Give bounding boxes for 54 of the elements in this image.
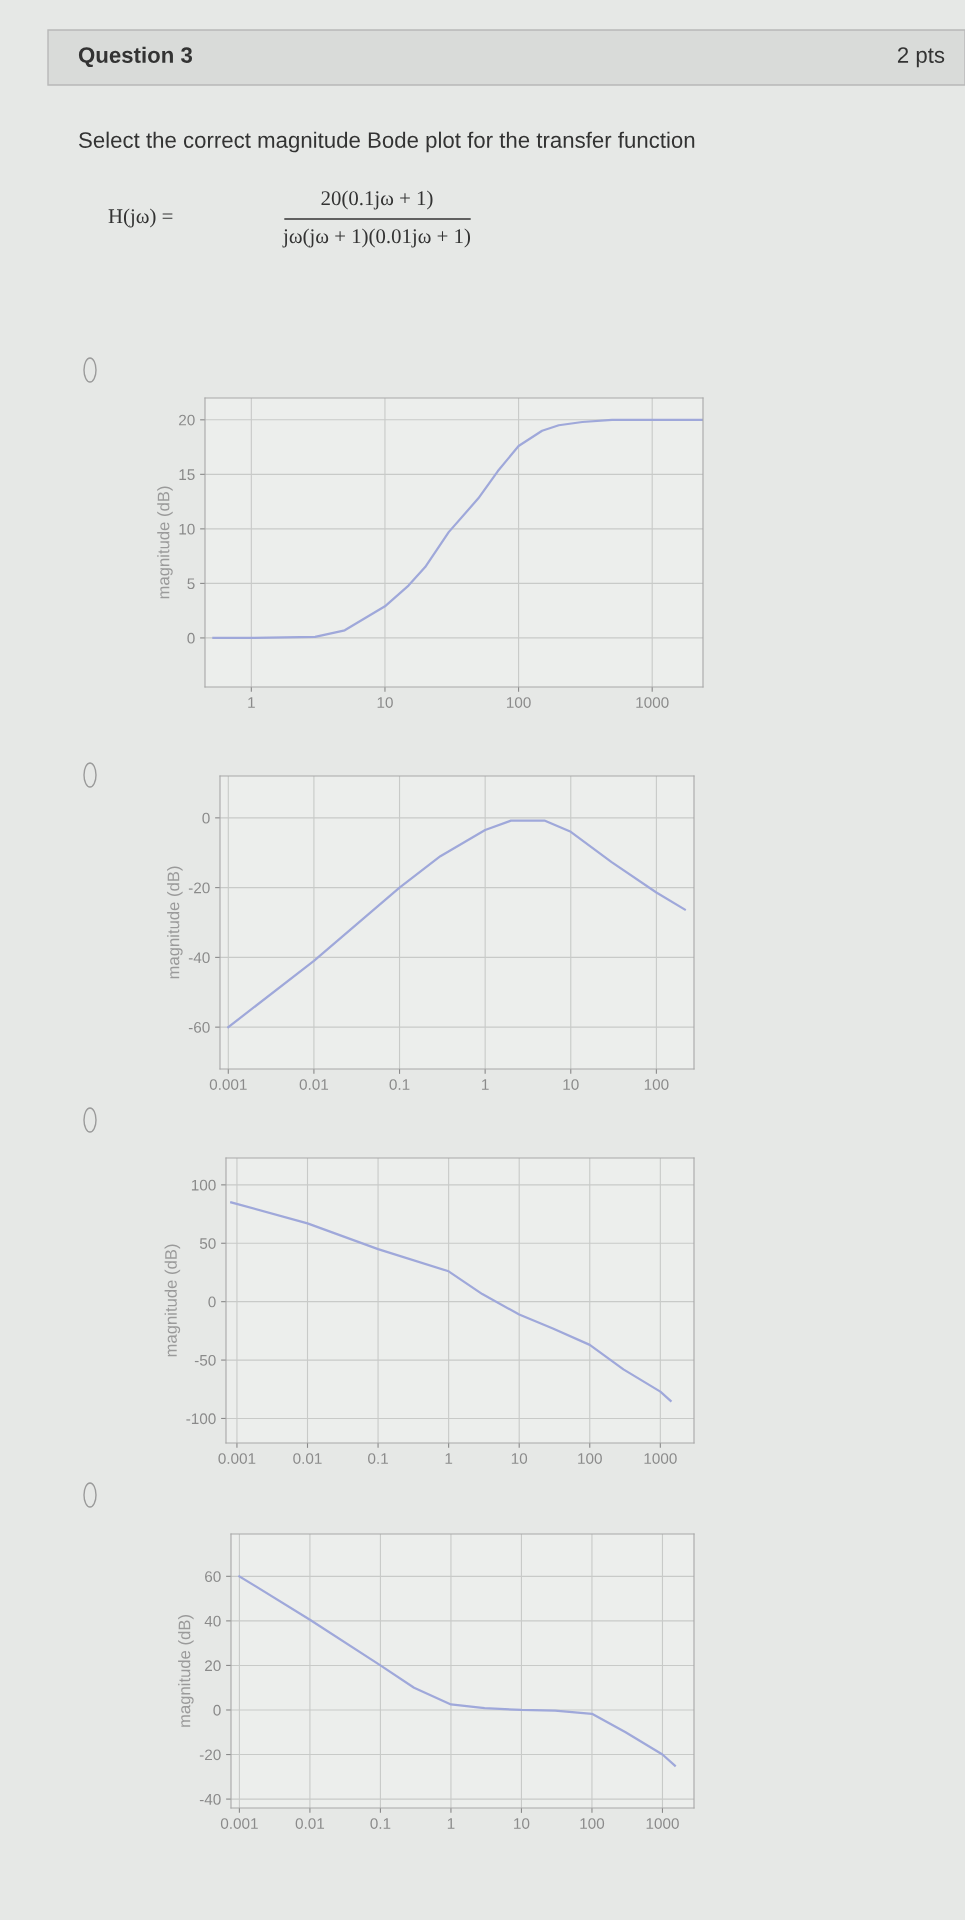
y-tick-label: -40 [199, 1793, 221, 1805]
y-tick-label: 0 [213, 1704, 221, 1716]
x-tick-label: 1000 [636, 697, 669, 708]
x-tick-label: 0.001 [220, 1818, 258, 1829]
y-tick-label: 0 [208, 1296, 216, 1308]
y-axis-title: magnitude (dB) [157, 486, 173, 599]
text: H(jω) = [108, 208, 173, 228]
x-tick-label: 0.01 [299, 1079, 329, 1090]
text: 20(0.1jω + 1) [321, 190, 433, 210]
x-tick-label: 100 [644, 1079, 669, 1090]
text: Select the correct magnitude Bode plot for the transfer function [79, 131, 695, 153]
y-tick-label: 20 [205, 1660, 221, 1672]
text: jω(jω + 1)(0.01jω + 1) [282, 228, 471, 248]
x-tick-label: 100 [580, 1818, 605, 1829]
x-tick-label: 0.01 [295, 1818, 325, 1829]
x-tick-label: 1 [482, 1079, 489, 1090]
x-tick-label: 0.1 [368, 1453, 388, 1464]
y-tick-label: 50 [199, 1238, 216, 1249]
y-tick-label: 15 [179, 469, 195, 481]
y-tick-label: -20 [188, 882, 210, 894]
x-tick-label: 0.1 [389, 1079, 410, 1090]
x-tick-label: 100 [578, 1453, 602, 1464]
y-tick-label: -100 [186, 1413, 216, 1425]
text: Question 3 [78, 46, 193, 68]
x-tick-label: 0.1 [370, 1818, 391, 1829]
y-tick-label: 5 [187, 578, 195, 590]
y-axis-title: magnitude (dB) [178, 1615, 194, 1727]
y-tick-label: 0 [202, 812, 210, 824]
x-tick-label: 100 [507, 697, 531, 708]
y-tick-label: 100 [191, 1179, 216, 1191]
y-tick-label: 40 [204, 1615, 221, 1627]
y-tick-label: 10 [179, 523, 195, 535]
x-tick-label: 1 [447, 1818, 455, 1829]
y-axis-title: magnitude (dB) [164, 1244, 181, 1357]
x-tick-label: 0.001 [218, 1453, 256, 1464]
y-tick-label: -60 [188, 1022, 210, 1033]
x-tick-label: 1 [445, 1453, 453, 1464]
x-tick-label: 10 [377, 697, 393, 708]
y-axis-title: magnitude (dB) [167, 866, 183, 979]
y-tick-label: 0 [187, 632, 195, 644]
y-tick-label: 20 [179, 414, 195, 426]
y-tick-label: -40 [188, 952, 210, 964]
y-tick-label: 60 [205, 1571, 221, 1583]
x-tick-label: 1000 [644, 1453, 677, 1464]
text: 2 pts [897, 47, 945, 68]
x-tick-label: 10 [511, 1453, 528, 1464]
x-tick-label: 1 [248, 697, 255, 708]
x-tick-label: 10 [563, 1079, 579, 1090]
x-tick-label: 1000 [646, 1818, 679, 1829]
x-tick-label: 10 [514, 1818, 530, 1829]
x-tick-label: 0.01 [293, 1453, 322, 1464]
x-tick-label: 0.001 [209, 1079, 247, 1090]
y-tick-label: -50 [194, 1354, 216, 1366]
y-tick-label: -20 [199, 1749, 221, 1761]
